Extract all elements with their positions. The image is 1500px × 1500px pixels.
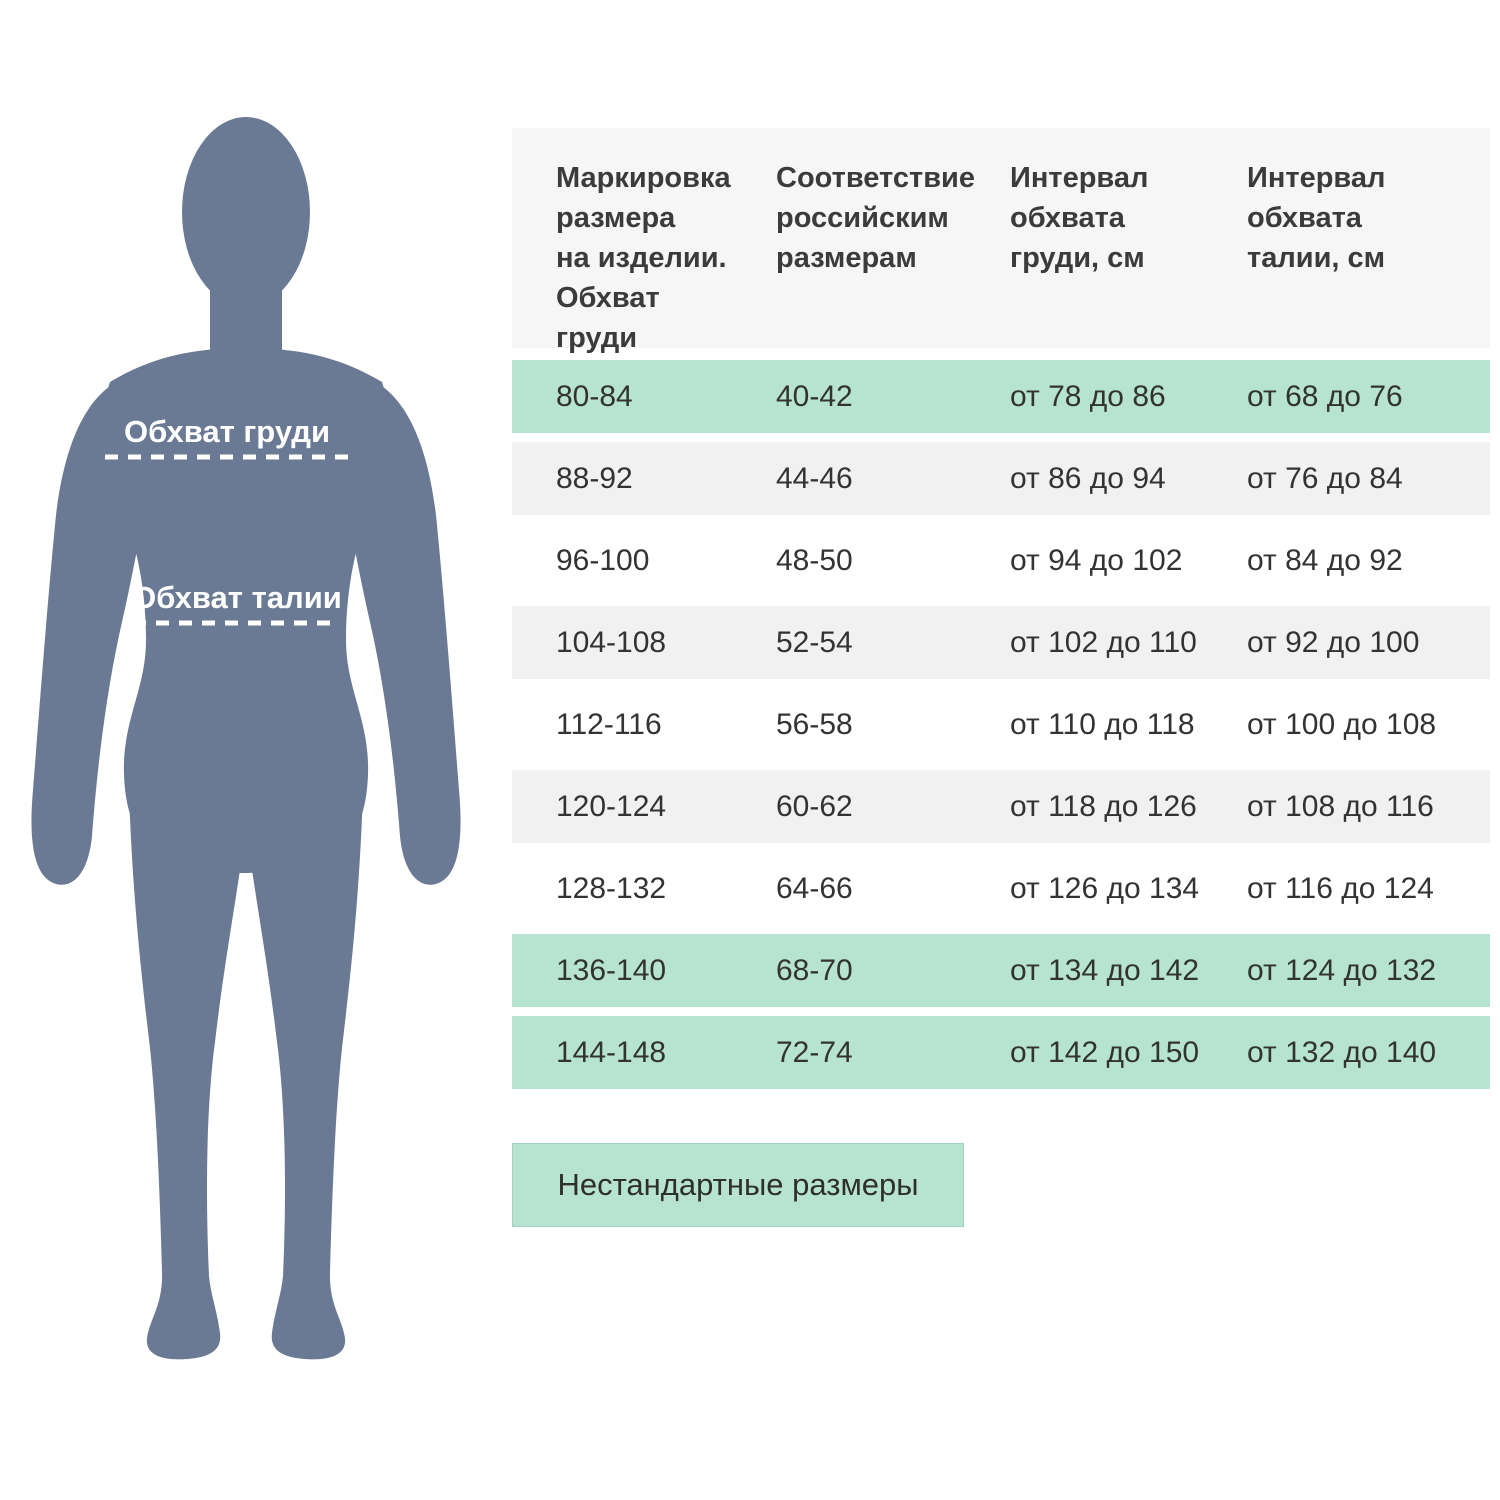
cell-waist: от 76 до 84: [1247, 461, 1403, 495]
cell-marking: 136-140: [556, 953, 667, 987]
table-row: 112-116 56-58 от 110 до 118 от 100 до 108: [512, 688, 1490, 761]
cell-russian: 56-58: [776, 707, 853, 741]
cell-chest: от 134 до 142: [1010, 953, 1200, 987]
table-row: 88-92 44-46 от 86 до 94 от 76 до 84: [512, 442, 1490, 515]
waist-measure-label: Обхват талии: [132, 580, 342, 615]
body-shape: [31, 117, 461, 1360]
cell-russian: 64-66: [776, 871, 853, 905]
left-arm-shape: [31, 380, 149, 885]
cell-russian: 72-74: [776, 1035, 853, 1069]
legend-label: Нестандартные размеры: [557, 1167, 919, 1202]
table-row: 136-140 68-70 от 134 до 142 от 124 до 132: [512, 934, 1490, 1007]
cell-marking: 96-100: [556, 543, 650, 577]
cell-chest: от 142 до 150: [1010, 1035, 1200, 1069]
cell-chest: от 86 до 94: [1010, 461, 1166, 495]
size-table-body: 80-84 40-42 от 78 до 86 от 68 до 76 88-92 44-…: [512, 360, 1490, 1089]
legend-nonstandard-sizes: Нестандартные размеры: [512, 1143, 964, 1227]
cell-chest: от 110 до 118: [1010, 707, 1195, 741]
column-header: Интервал обхвата талии, см: [1247, 162, 1386, 274]
cell-waist: от 68 до 76: [1247, 379, 1403, 413]
cell-chest: от 102 до 110: [1010, 625, 1197, 659]
table-row: 80-84 40-42 от 78 до 86 от 68 до 76: [512, 360, 1490, 433]
cell-marking: 144-148: [556, 1035, 667, 1069]
cell-marking: 104-108: [556, 625, 667, 659]
cell-waist: от 100 до 108: [1247, 707, 1437, 741]
cell-waist: от 124 до 132: [1247, 953, 1437, 987]
cell-marking: 80-84: [556, 379, 633, 413]
column-header: Интервал обхвата груди, см: [1010, 162, 1149, 274]
cell-waist: от 108 до 116: [1247, 789, 1434, 823]
cell-chest: от 118 до 126: [1010, 789, 1197, 823]
cell-russian: 68-70: [776, 953, 853, 987]
cell-russian: 44-46: [776, 461, 853, 495]
cell-russian: 60-62: [776, 789, 853, 823]
table-row: 128-132 64-66 от 126 до 134 от 116 до 124: [512, 852, 1490, 925]
cell-chest: от 94 до 102: [1010, 543, 1183, 577]
table-row: 144-148 72-74 от 142 до 150 от 132 до 140: [512, 1016, 1490, 1089]
table-row: 104-108 52-54 от 102 до 110 от 92 до 100: [512, 606, 1490, 679]
cell-russian: 48-50: [776, 543, 853, 577]
cell-marking: 88-92: [556, 461, 633, 495]
cell-russian: 40-42: [776, 379, 853, 413]
cell-chest: от 126 до 134: [1010, 871, 1200, 905]
right-arm-shape: [343, 380, 461, 885]
column-header: Соответствие российским размерам: [776, 162, 975, 274]
cell-marking: 112-116: [556, 707, 662, 741]
cell-waist: от 132 до 140: [1247, 1035, 1437, 1069]
cell-marking: 128-132: [556, 871, 667, 905]
male-body-silhouette: Обхват груди Обхват талии: [31, 117, 461, 1360]
size-table-header: Маркировка размера на изделии. Обхват гр…: [512, 128, 1490, 354]
size-table: Маркировка размера на изделии. Обхват гр…: [512, 128, 1490, 1098]
table-row: 120-124 60-62 от 118 до 126 от 108 до 116: [512, 770, 1490, 843]
left-leg-shape: [128, 750, 244, 1360]
table-row: 96-100 48-50 от 94 до 102 от 84 до 92: [512, 524, 1490, 597]
cell-waist: от 92 до 100: [1247, 625, 1420, 659]
cell-waist: от 84 до 92: [1247, 543, 1403, 577]
torso-shape: [102, 348, 390, 873]
column-header: Маркировка размера на изделии. Обхват гр…: [556, 162, 731, 354]
cell-waist: от 116 до 124: [1247, 871, 1434, 905]
right-leg-shape: [248, 750, 364, 1360]
cell-russian: 52-54: [776, 625, 853, 659]
cell-chest: от 78 до 86: [1010, 379, 1166, 413]
cell-marking: 120-124: [556, 789, 667, 823]
chest-measure-label: Обхват груди: [124, 414, 330, 449]
